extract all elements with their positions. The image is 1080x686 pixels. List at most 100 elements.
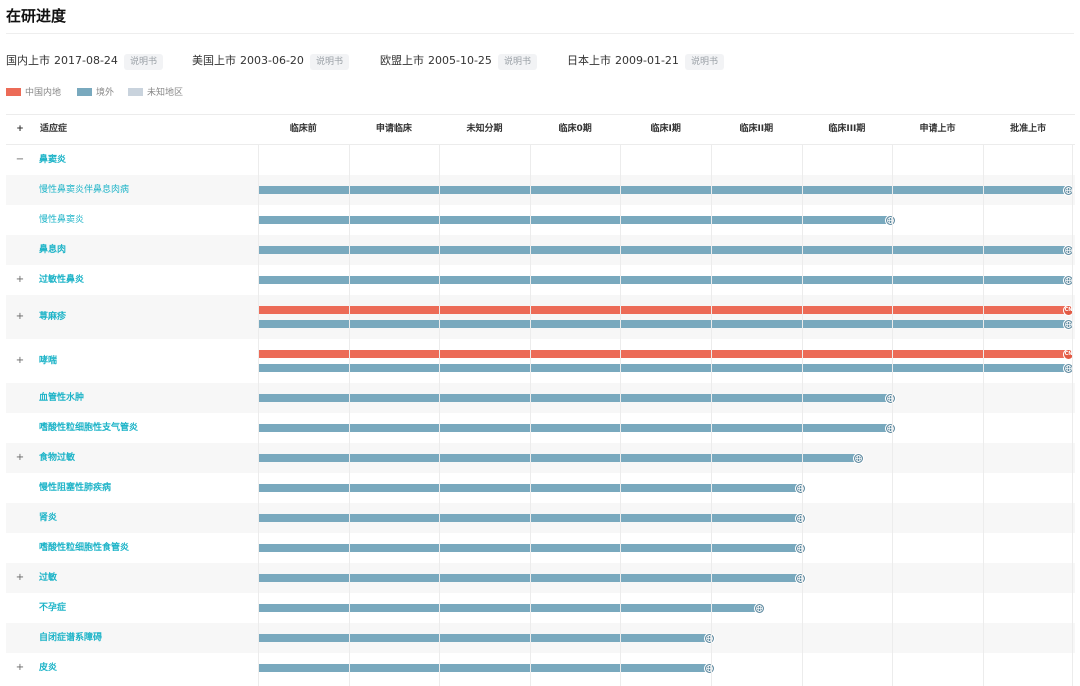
table-row: + 荨麻疹 CN	[6, 295, 1075, 339]
overseas-progress-bar[interactable]	[258, 634, 709, 642]
table-row: 慢性鼻窦炎	[6, 205, 1075, 235]
globe-icon	[1063, 318, 1074, 330]
launch-date: 2017-08-24	[54, 54, 118, 67]
instructions-link[interactable]: 说明书	[497, 54, 537, 70]
stage-header: 申请临床	[375, 124, 412, 134]
globe-icon	[885, 214, 897, 226]
overseas-progress-bar[interactable]	[258, 276, 1072, 284]
indication-name[interactable]: 过敏	[39, 573, 58, 583]
expand-toggle[interactable]: +	[15, 452, 25, 463]
overseas-progress-bar[interactable]	[258, 216, 891, 224]
instructions-link[interactable]: 说明书	[684, 54, 724, 70]
launch-region-label: 欧盟上市	[380, 54, 424, 67]
indication-name[interactable]: 鼻窦炎	[39, 155, 67, 165]
stage-header: 批准上市	[1010, 124, 1047, 134]
launch-date: 2009-01-21	[615, 54, 679, 67]
indication-name[interactable]: 慢性阻塞性肺疾病	[39, 483, 112, 493]
indication-name[interactable]: 肾炎	[39, 513, 58, 523]
table-row: 自闭症谱系障碍	[6, 623, 1075, 653]
indication-name[interactable]: 哮喘	[39, 356, 58, 366]
grid-line	[1072, 114, 1074, 686]
grid-line	[982, 114, 984, 686]
cn-progress-bar[interactable]	[258, 306, 1072, 314]
overseas-progress-bar[interactable]	[258, 574, 800, 582]
globe-icon	[753, 602, 765, 614]
stage-header: 临床II期	[739, 124, 774, 134]
cn-progress-bar[interactable]	[258, 350, 1072, 358]
indication-name[interactable]: 嗜酸性粒细胞性食管炎	[39, 543, 130, 553]
table-row: + 过敏	[6, 563, 1075, 593]
legend-item: 境外	[77, 87, 114, 99]
indication-name[interactable]: 皮炎	[39, 663, 58, 673]
globe-icon	[1063, 184, 1074, 196]
stage-header: 临床前	[289, 124, 317, 134]
expand-toggle[interactable]: +	[15, 311, 25, 322]
overseas-progress-bar[interactable]	[258, 246, 1072, 254]
globe-icon	[704, 632, 715, 644]
overseas-progress-bar[interactable]	[258, 484, 800, 492]
collapse-toggle[interactable]: −	[15, 154, 25, 165]
expand-toggle[interactable]: +	[15, 274, 25, 285]
overseas-progress-bar[interactable]	[258, 394, 891, 402]
expand-toggle[interactable]: +	[15, 355, 25, 366]
instructions-link[interactable]: 说明书	[309, 54, 349, 70]
globe-icon	[794, 482, 806, 494]
launch-date: 2003-06-20	[240, 54, 304, 67]
launch-date: 2005-10-25	[428, 54, 492, 67]
launch-item: 日本上市 2009-01-21 说明书	[567, 53, 724, 70]
expand-toggle[interactable]: +	[15, 572, 25, 583]
legend-item: 未知地区	[128, 87, 183, 99]
grid-line	[801, 114, 803, 686]
globe-icon	[794, 542, 806, 554]
launch-item: 国内上市 2017-08-24 说明书	[6, 53, 163, 70]
indication-name[interactable]: 嗜酸性粒细胞性支气管炎	[39, 423, 139, 433]
table-row: − 鼻窦炎	[6, 145, 1075, 175]
page-title: 在研进度	[6, 7, 67, 25]
overseas-progress-bar[interactable]	[258, 186, 1072, 194]
legend-label: 境外	[96, 88, 115, 98]
table-row: + 皮炎	[6, 653, 1075, 683]
header-expand-toggle[interactable]: +	[16, 124, 24, 134]
grid-line	[711, 114, 712, 686]
globe-icon	[885, 422, 897, 434]
overseas-progress-bar[interactable]	[258, 664, 709, 672]
instructions-link[interactable]: 说明书	[123, 54, 163, 70]
legend-swatch	[6, 88, 21, 96]
table-row: 肾炎	[6, 503, 1075, 533]
legend-swatch	[77, 88, 92, 96]
stage-header: 临床III期	[828, 124, 866, 134]
globe-icon	[704, 662, 715, 674]
expand-toggle[interactable]: +	[15, 662, 25, 673]
table-row: 血管性水肿	[6, 383, 1075, 413]
legend-swatch	[128, 88, 143, 96]
overseas-progress-bar[interactable]	[258, 424, 891, 432]
pipeline-table: + 适应症 临床前 申请临床 未知分期 临床0期 临床I期 临床II期 临床III期 申请上市…	[6, 114, 1075, 686]
indication-name[interactable]: 血管性水肿	[39, 393, 85, 403]
table-row: + 食物过敏	[6, 443, 1075, 473]
stage-header: 临床0期	[558, 124, 592, 134]
overseas-progress-bar[interactable]	[258, 544, 800, 552]
stage-header: 申请上市	[919, 124, 956, 134]
overseas-progress-bar[interactable]	[258, 514, 800, 522]
legend-label: 未知地区	[147, 88, 184, 98]
title-divider	[6, 33, 1074, 34]
indication-name[interactable]: 不孕症	[39, 603, 67, 613]
overseas-progress-bar[interactable]	[258, 320, 1072, 328]
indication-name[interactable]: 荨麻疹	[39, 312, 67, 322]
overseas-progress-bar[interactable]	[258, 364, 1072, 372]
indication-name[interactable]: 自闭症谱系障碍	[39, 633, 103, 643]
table-row: 不孕症	[6, 593, 1075, 623]
indication-name[interactable]: 食物过敏	[39, 453, 76, 463]
table-header: + 适应症 临床前 申请临床 未知分期 临床0期 临床I期 临床II期 临床III期 申请上市…	[6, 114, 1075, 145]
indication-name[interactable]: 慢性鼻窦炎伴鼻息肉病	[39, 185, 130, 195]
launch-region-label: 美国上市	[192, 54, 236, 67]
launch-item: 美国上市 2003-06-20 说明书	[192, 53, 349, 70]
overseas-progress-bar[interactable]	[258, 454, 859, 462]
indication-name[interactable]: 慢性鼻窦炎	[39, 215, 85, 225]
table-row: + 哮喘 CN	[6, 339, 1075, 383]
cn-badge-icon: CN	[1063, 304, 1074, 316]
indication-name[interactable]: 鼻息肉	[39, 245, 67, 255]
globe-icon	[885, 392, 897, 404]
overseas-progress-bar[interactable]	[258, 604, 759, 612]
indication-name[interactable]: 过敏性鼻炎	[39, 275, 85, 285]
